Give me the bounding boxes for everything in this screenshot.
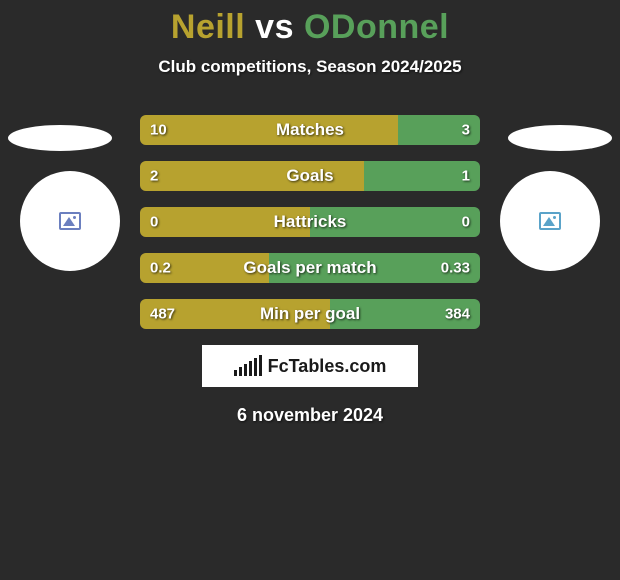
subtitle: Club competitions, Season 2024/2025 — [0, 57, 620, 77]
player2-avatar — [500, 171, 600, 271]
stat-row: 2 1 Goals — [140, 161, 480, 191]
comparison-stage: 10 3 Matches 2 1 Goals 0 0 Hattricks 0.2 0.33 Goals… — [0, 115, 620, 426]
fctables-logo: FcTables.com — [202, 345, 418, 387]
stat-row: 10 3 Matches — [140, 115, 480, 145]
logo-bars-icon — [234, 356, 262, 376]
bar-label: Goals — [286, 166, 333, 186]
stat-row: 0.2 0.33 Goals per match — [140, 253, 480, 283]
bar-label: Matches — [276, 120, 344, 140]
bar-right-value: 1 — [462, 168, 470, 185]
image-placeholder-icon — [59, 212, 81, 230]
bar-label: Goals per match — [243, 258, 376, 278]
bar-left-value: 0.2 — [150, 260, 171, 277]
bar-right-value: 0.33 — [441, 260, 470, 277]
bar-left-value: 487 — [150, 306, 175, 323]
bar-label: Min per goal — [260, 304, 360, 324]
player2-ellipse — [508, 125, 612, 151]
title-vs: vs — [255, 8, 294, 46]
stat-bars: 10 3 Matches 2 1 Goals 0 0 Hattricks 0.2 0.33 Goals… — [140, 115, 480, 329]
stat-row: 487 384 Min per goal — [140, 299, 480, 329]
bar-label: Hattricks — [274, 212, 347, 232]
bar-left-value: 2 — [150, 168, 158, 185]
bar-left-value: 0 — [150, 214, 158, 231]
bar-left-fill — [140, 115, 398, 145]
bar-right-value: 3 — [462, 122, 470, 139]
bar-left-value: 10 — [150, 122, 167, 139]
page-title: Neill vs ODonnel — [0, 0, 620, 47]
bar-right-value: 384 — [445, 306, 470, 323]
player1-avatar — [20, 171, 120, 271]
title-player1: Neill — [171, 8, 245, 46]
logo-text: FcTables.com — [268, 356, 387, 377]
player1-ellipse — [8, 125, 112, 151]
bar-right-value: 0 — [462, 214, 470, 231]
image-placeholder-icon — [539, 212, 561, 230]
date-label: 6 november 2024 — [0, 405, 620, 426]
stat-row: 0 0 Hattricks — [140, 207, 480, 237]
title-player2: ODonnel — [304, 8, 449, 46]
